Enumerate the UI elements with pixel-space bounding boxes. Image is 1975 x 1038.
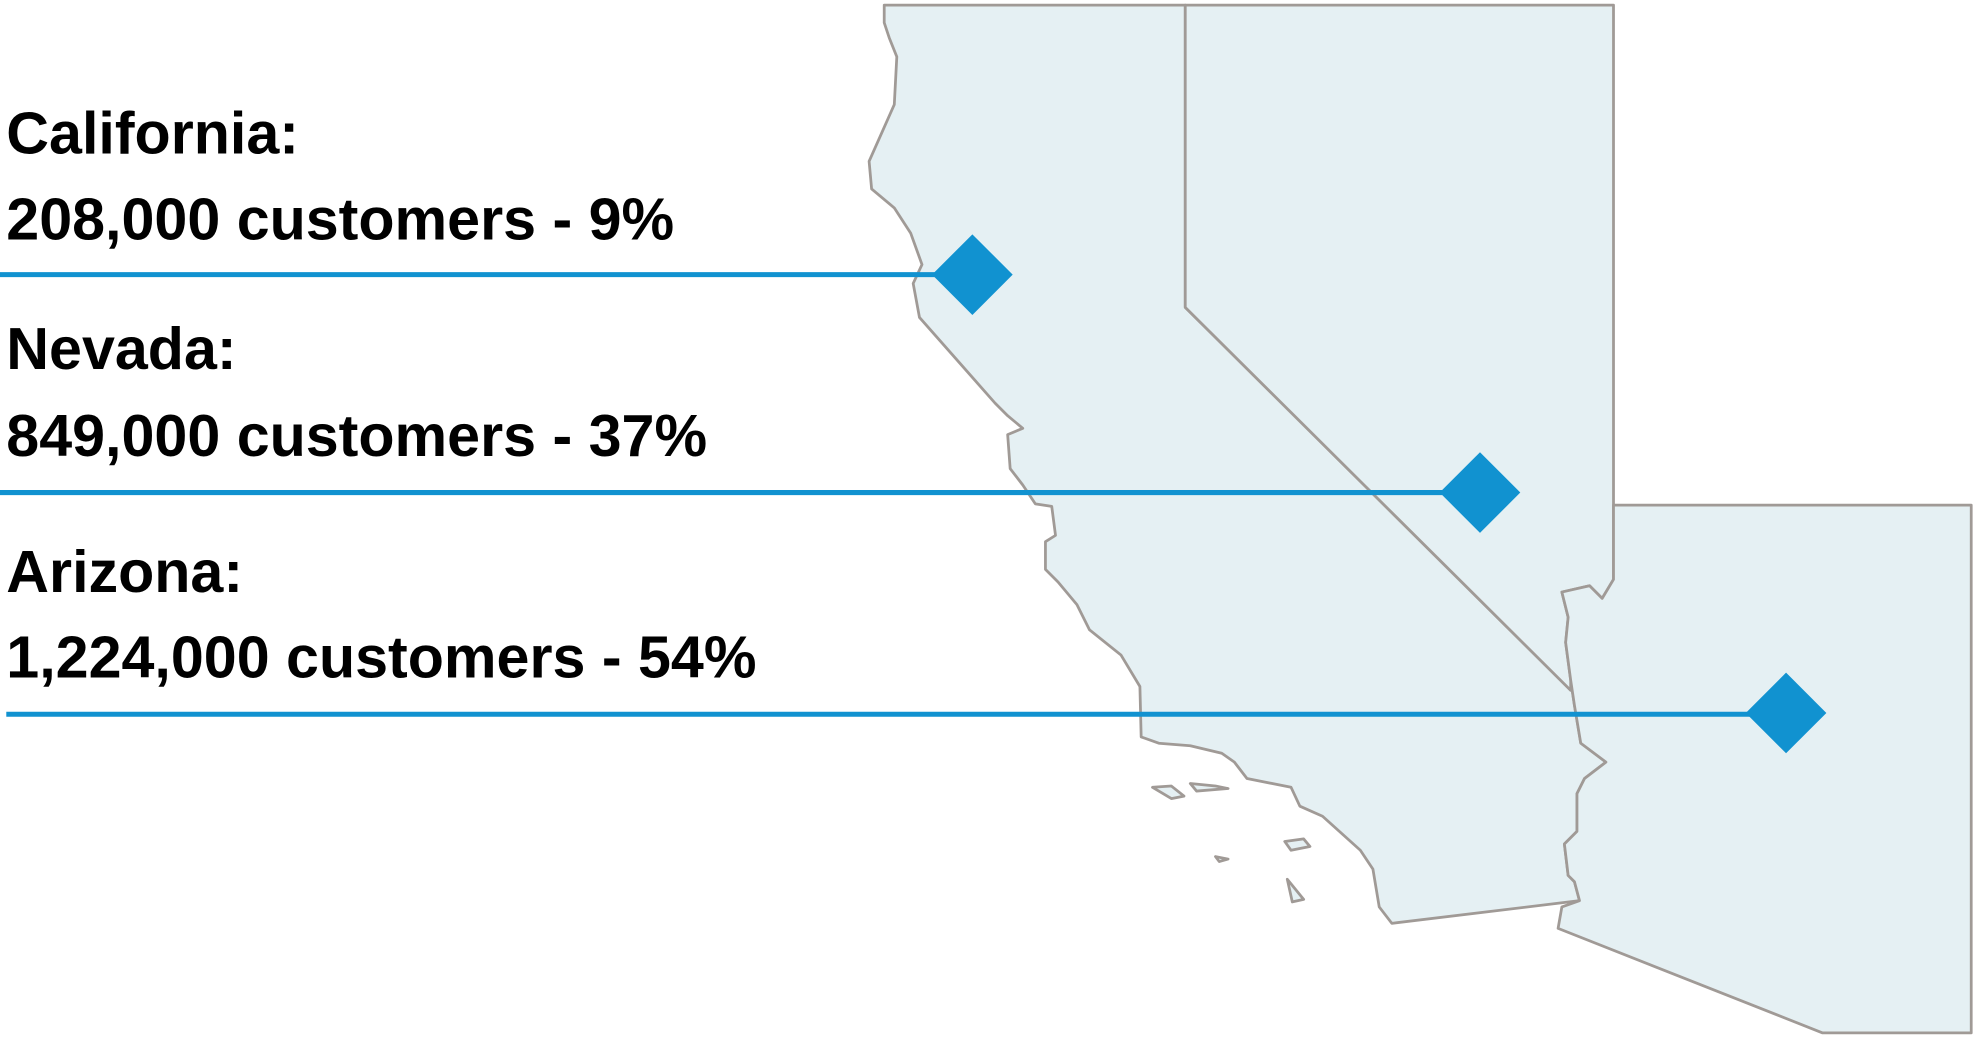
nevada-label: Nevada: [6,315,236,382]
state-shapes [867,3,1973,1035]
nevada-detail: 849,000 customers - 37% [6,402,707,469]
channel-islands [1151,782,1312,904]
arizona-detail: 1,224,000 customers - 54% [6,624,756,691]
arizona-label: Arizona: [6,538,243,605]
nevada-diamond-marker-icon [1439,452,1521,533]
california-callout: California: 208,000 customers - 9% [0,100,1013,315]
arizona-callout: Arizona: 1,224,000 customers - 54% [6,538,1827,754]
arizona-diamond-marker-icon [1745,672,1827,754]
arizona-shape [1556,503,1973,1035]
nevada-callout: Nevada: 849,000 customers - 37% [0,315,1521,533]
california-diamond-marker-icon [932,234,1013,315]
california-label: California: [6,100,299,167]
california-detail: 208,000 customers - 9% [6,185,674,252]
